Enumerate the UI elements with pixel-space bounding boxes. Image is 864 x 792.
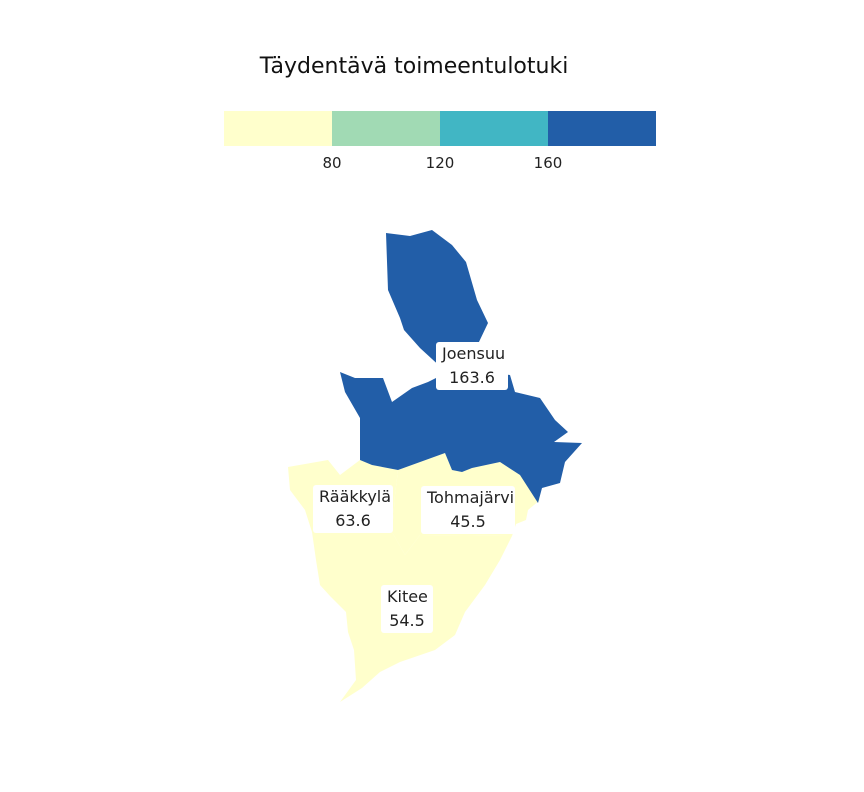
label-tohmajarvi-name: Tohmajärvi (427, 488, 515, 507)
legend-swatch-2 (332, 111, 440, 146)
legend-swatch-3 (440, 111, 548, 146)
label-joensuu: Joensuu 163.6 (436, 342, 508, 390)
legend-title: Täydentävä toimeentulotuki (259, 54, 569, 79)
legend-swatch-1 (224, 111, 332, 146)
label-tohmajarvi: Tohmajärvi 45.5 (421, 486, 515, 534)
label-kitee: Kitee 54.5 (381, 585, 433, 633)
label-raakkyla-name: Rääkkylä (319, 487, 392, 506)
label-joensuu-value: 163.6 (449, 368, 495, 387)
label-kitee-name: Kitee (387, 587, 428, 606)
legend-tick-120: 120 (425, 154, 455, 172)
legend-tick-160: 160 (533, 154, 563, 172)
legend-swatch-4 (548, 111, 656, 146)
label-raakkyla: Rääkkylä 63.6 (313, 485, 393, 533)
legend-tick-80: 80 (322, 154, 342, 172)
label-joensuu-name: Joensuu (442, 344, 506, 363)
label-kitee-value: 54.5 (389, 611, 425, 630)
label-raakkyla-value: 63.6 (335, 511, 371, 530)
label-tohmajarvi-value: 45.5 (450, 512, 486, 531)
color-legend (224, 111, 656, 146)
